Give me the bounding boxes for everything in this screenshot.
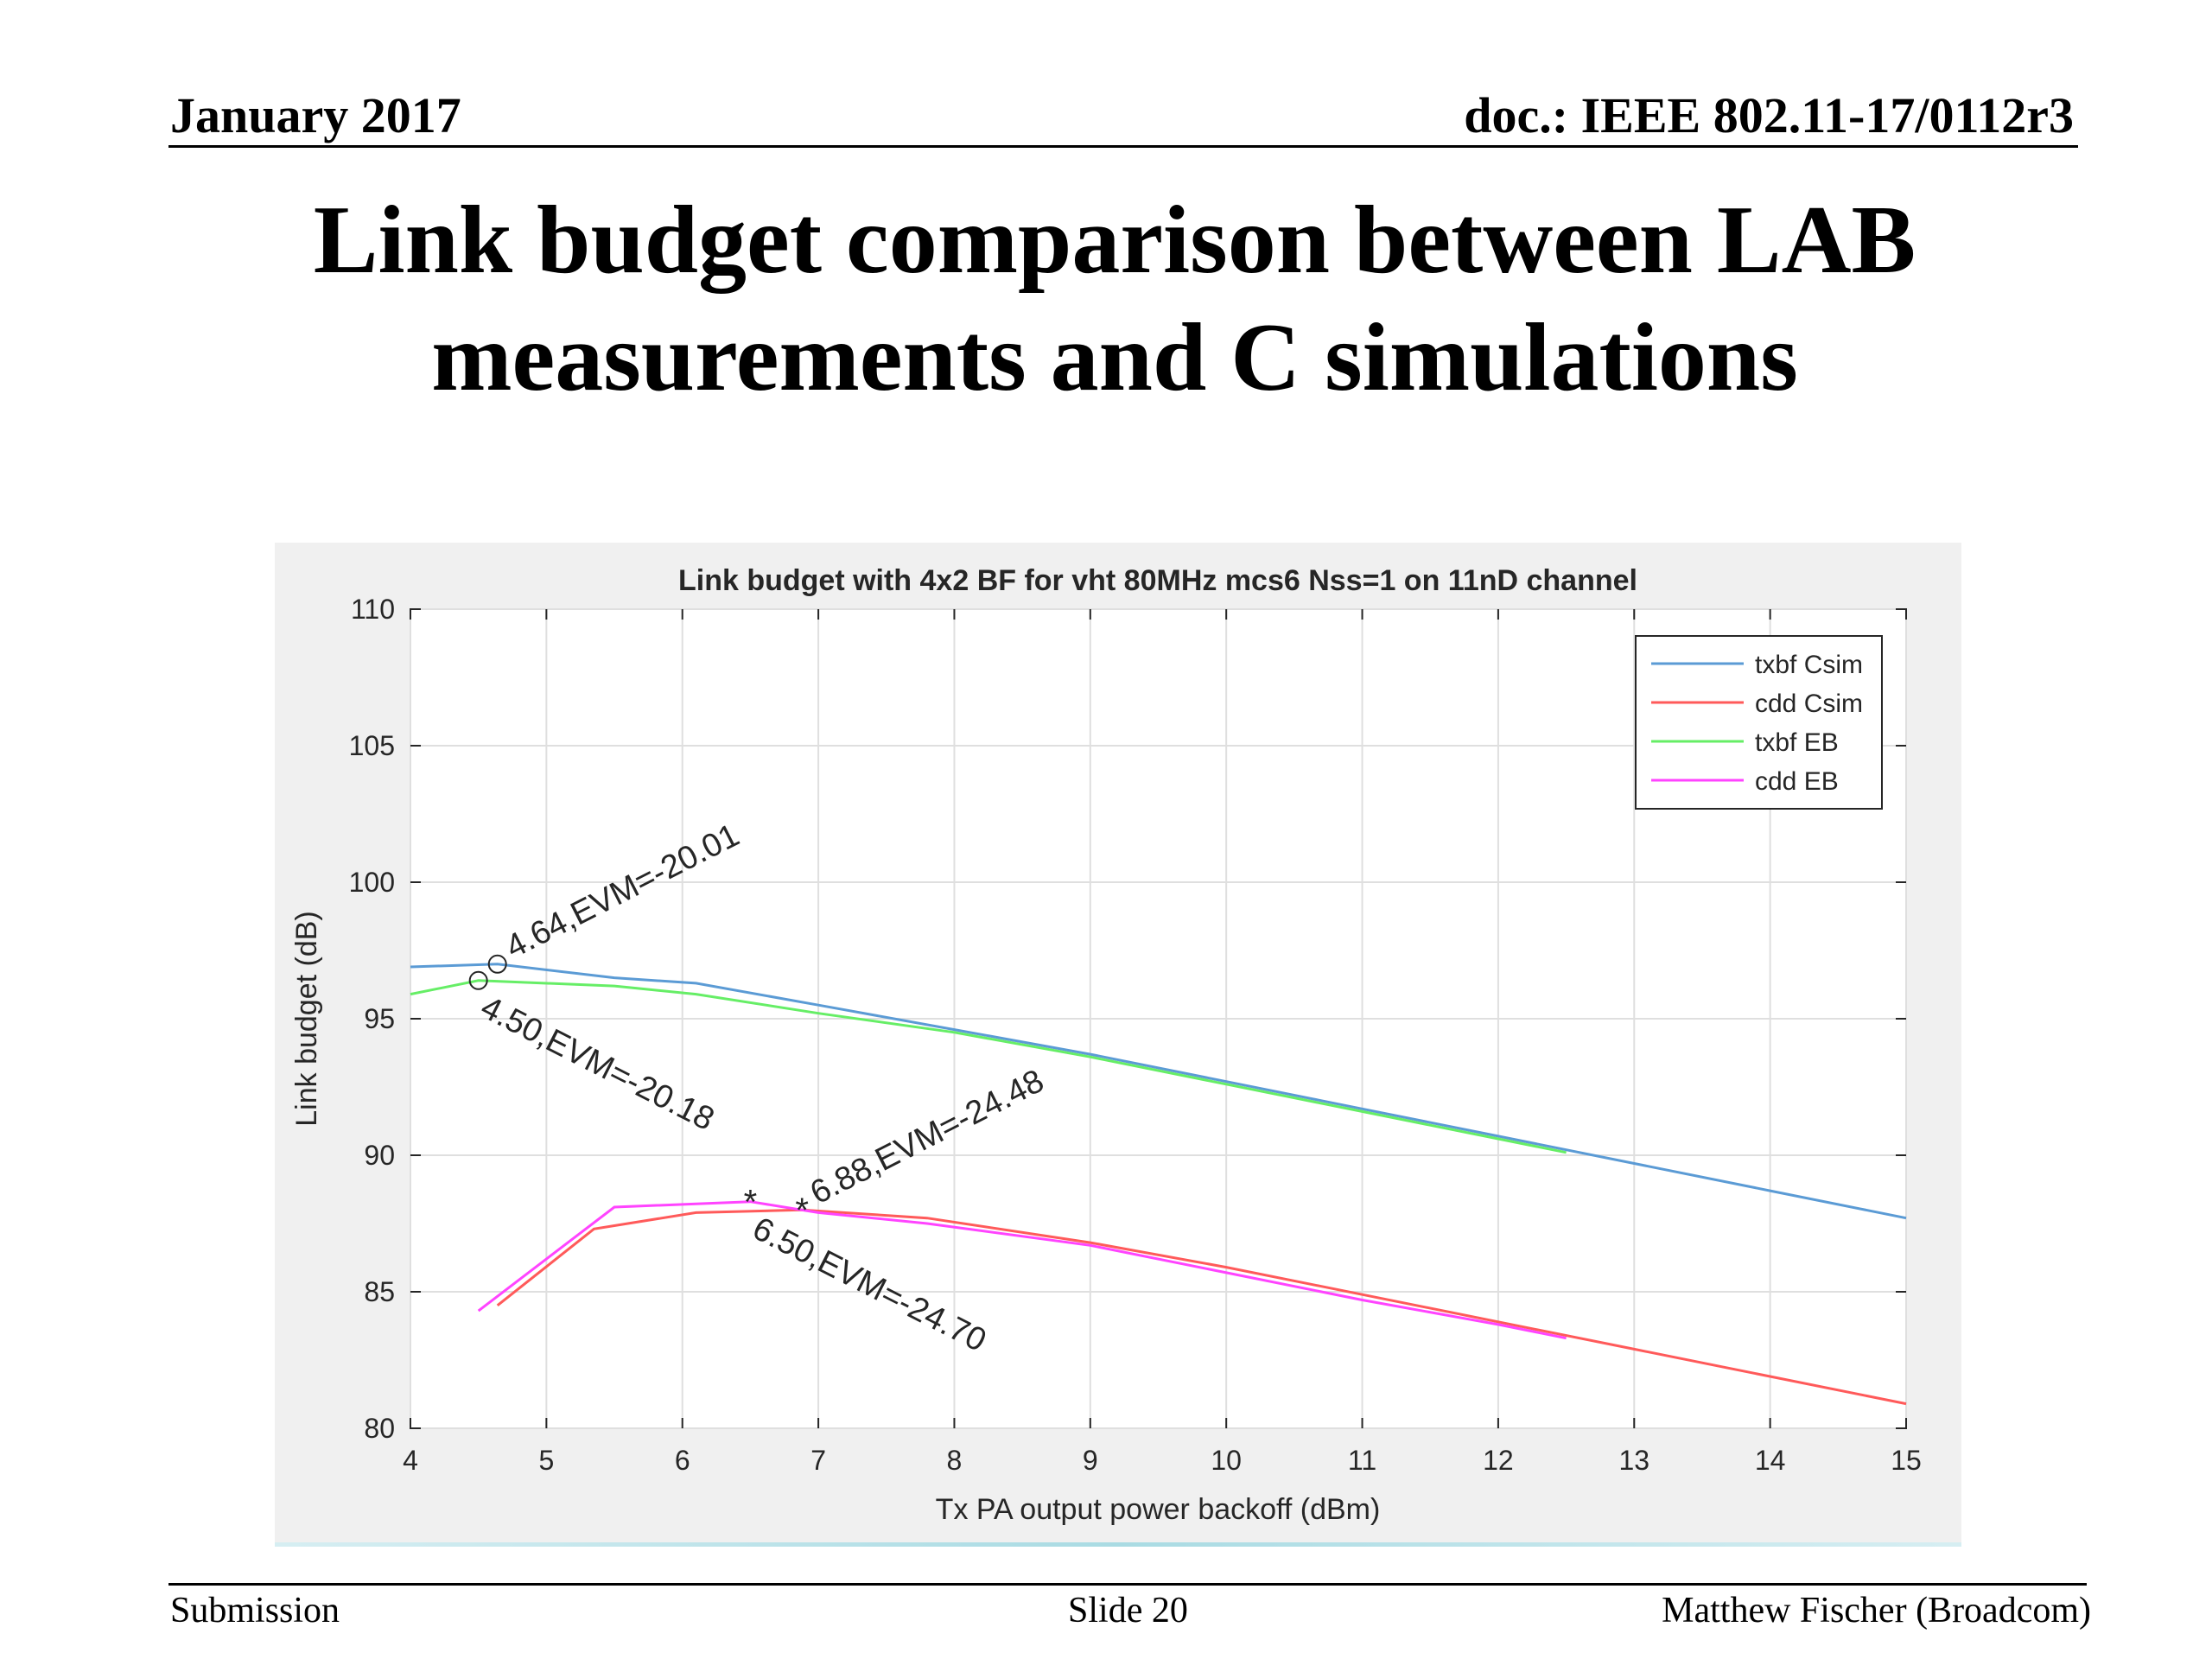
y-tick-label: 80 <box>364 1413 395 1444</box>
x-tick-label: 11 <box>1348 1445 1376 1476</box>
y-tick-label: 110 <box>351 594 395 625</box>
annotation-marker-circle <box>487 954 507 974</box>
chart-figure: 4.64,EVM=-20.01 4.50,EVM=-20.18 * 6.88,EVM=… <box>275 543 1961 1545</box>
link-budget-chart: 4.64,EVM=-20.014.50,EVM=-20.18*6.88,EVM=… <box>275 543 1961 1545</box>
x-tick-label: 8 <box>947 1445 963 1476</box>
chart-title: Link budget with 4x2 BF for vht 80MHz mc… <box>678 564 1637 597</box>
footer-submission: Submission <box>170 1591 340 1630</box>
annotation-marker-asterisk: * <box>744 1184 758 1222</box>
legend-entry: txbf EB <box>1755 728 1839 757</box>
header-doc-id: doc.: IEEE 802.11-17/0112r3 <box>1464 87 2074 143</box>
annotation-marker-asterisk: * <box>795 1192 809 1230</box>
annotation-marker-circle <box>468 970 488 990</box>
tick-labels: 4 5 6 7 8 9 10 11 12 13 14 15 80 85 90 95 100 105 110 <box>349 594 1922 1476</box>
y-tick-label: 85 <box>364 1276 395 1307</box>
legend-entry: txbf Csim <box>1755 651 1863 679</box>
series-line-txbf-eb <box>410 979 1567 1154</box>
x-tick-label: 14 <box>1755 1445 1786 1476</box>
x-tick-label: 10 <box>1211 1445 1242 1476</box>
slide-title-line-2: measurements and C simulations <box>431 304 1798 411</box>
chart-bottom-accent <box>275 1542 1961 1547</box>
legend-entry: cdd EB <box>1755 767 1839 796</box>
x-tick-label: 12 <box>1483 1445 1514 1476</box>
x-tick-label: 5 <box>538 1445 554 1476</box>
y-tick-label: 95 <box>364 1003 395 1034</box>
x-axis-label: Tx PA output power backoff (dBm) <box>936 1493 1381 1526</box>
legend: txbf Csim cdd Csim txbf EB cdd EB <box>1635 635 1883 810</box>
x-tick-label: 4 <box>403 1445 418 1476</box>
y-tick-label: 100 <box>349 867 395 898</box>
series-line-cdd-eb <box>477 1200 1567 1340</box>
footer-author: Matthew Fischer (Broadcom) <box>1662 1591 2091 1630</box>
legend-entry: cdd Csim <box>1755 690 1863 718</box>
header-divider <box>168 145 2078 148</box>
x-tick-label: 15 <box>1891 1445 1922 1476</box>
series-line-cdd-csim <box>496 1208 1907 1406</box>
x-tick-label: 13 <box>1618 1445 1649 1476</box>
x-tick-label: 6 <box>675 1445 690 1476</box>
y-tick-label: 105 <box>349 730 395 761</box>
y-axis-label: Link budget (dB) <box>290 911 323 1127</box>
series-lines <box>410 963 1907 1406</box>
x-tick-label: 7 <box>810 1445 826 1476</box>
header-date: January 2017 <box>170 87 461 143</box>
slide-title: Link budget comparison between LAB measu… <box>138 181 2091 416</box>
y-tick-label: 90 <box>364 1140 395 1171</box>
series-line-txbf-csim <box>410 963 1907 1220</box>
slide-title-line-1: Link budget comparison between LAB <box>313 187 1916 294</box>
footer-divider <box>168 1583 2087 1586</box>
x-tick-label: 9 <box>1083 1445 1098 1476</box>
footer-slide-number: Slide 20 <box>1068 1591 1188 1630</box>
